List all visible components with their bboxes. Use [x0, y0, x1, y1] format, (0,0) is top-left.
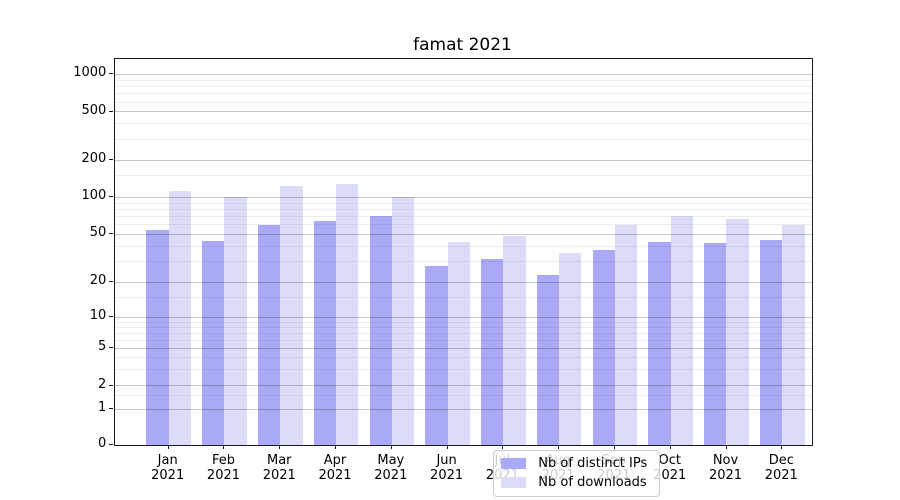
x-tick-label: Mar 2021 [262, 453, 296, 484]
legend-item: Nb of distinct IPs [501, 456, 647, 472]
x-tick-mark [223, 445, 225, 450]
x-tick-mark [167, 445, 169, 450]
y-tick-label: 20 [89, 273, 107, 288]
bar-downloads [391, 197, 415, 446]
y-tick-label: 500 [81, 102, 107, 118]
bar-downloads [670, 216, 693, 446]
y-tick-label: 0 [98, 436, 107, 452]
y-tick-mark [109, 110, 114, 112]
x-tick-mark [390, 445, 392, 450]
bar-downloads [224, 197, 247, 446]
bar-distinct-ips [313, 221, 337, 446]
x-tick-mark [725, 445, 727, 450]
bar-distinct-ips [425, 266, 448, 446]
x-tick-mark [781, 445, 783, 450]
x-tick-label: Feb 2021 [206, 453, 241, 484]
x-tick-label: May 2021 [374, 453, 408, 484]
bar-distinct-ips [202, 240, 225, 446]
bar-distinct-ips [648, 242, 671, 446]
legend-label: Nb of distinct IPs [538, 455, 648, 471]
legend-item: Nb of downloads [501, 475, 647, 491]
bar-downloads [503, 236, 526, 446]
y-tick-label: 50 [89, 225, 107, 241]
y-tick-label: 1000 [73, 65, 107, 80]
bar-distinct-ips [257, 224, 281, 446]
bar-distinct-ips [704, 243, 727, 446]
bar-downloads [447, 242, 470, 446]
bar-downloads [280, 185, 303, 446]
y-tick-label: 5 [98, 339, 107, 354]
bar-downloads [559, 252, 582, 446]
bar-distinct-ips [481, 259, 504, 446]
bar-distinct-ips [592, 249, 615, 446]
x-tick-mark [279, 445, 281, 450]
bars-layer [115, 59, 811, 446]
y-tick-label: 10 [89, 308, 107, 323]
y-tick-mark [109, 159, 114, 160]
y-tick-mark [109, 316, 114, 317]
bar-downloads [168, 190, 191, 446]
x-tick-mark [335, 445, 337, 450]
x-tick-label: Jun 2021 [430, 453, 464, 484]
bar-downloads [336, 184, 359, 446]
bar-downloads [614, 224, 638, 446]
legend: Nb of distinct IPs Nb of downloads [493, 449, 661, 497]
y-tick-mark [109, 281, 114, 282]
y-tick-label: 2 [98, 376, 107, 392]
y-tick-mark [109, 233, 114, 235]
y-tick-mark [109, 347, 114, 348]
x-tick-mark [669, 445, 671, 450]
legend-label: Nb of downloads [538, 474, 647, 490]
x-tick-mark [502, 445, 504, 450]
x-tick-label: Nov 2021 [708, 453, 743, 484]
bar-distinct-ips [146, 230, 169, 446]
x-tick-mark [613, 445, 615, 450]
x-tick-label: Oct 2021 [653, 453, 687, 484]
bar-distinct-ips [759, 239, 783, 446]
y-tick-mark [109, 408, 114, 410]
y-tick-mark [109, 444, 114, 446]
downloads-swatch [501, 477, 527, 489]
y-tick-label: 100 [81, 188, 107, 203]
bar-distinct-ips [369, 216, 392, 446]
bar-downloads [726, 219, 749, 446]
x-tick-label: Apr 2021 [318, 453, 352, 484]
y-tick-mark [109, 73, 114, 74]
bar-downloads [782, 224, 805, 446]
plot-area: Nb of distinct IPs Nb of downloads [114, 58, 813, 497]
y-tick-label: 200 [81, 151, 107, 166]
x-tick-mark [446, 445, 448, 450]
y-tick-label: 1 [98, 400, 107, 416]
chart-title: famat 2021 [413, 35, 512, 55]
bar-distinct-ips [536, 274, 560, 446]
x-tick-label: Dec 2021 [764, 453, 798, 484]
x-tick-label: Jan 2021 [151, 453, 185, 484]
y-tick-mark [109, 196, 114, 197]
x-tick-mark [558, 445, 560, 450]
distinct-ips-swatch [501, 458, 527, 470]
y-tick-mark [109, 384, 114, 386]
